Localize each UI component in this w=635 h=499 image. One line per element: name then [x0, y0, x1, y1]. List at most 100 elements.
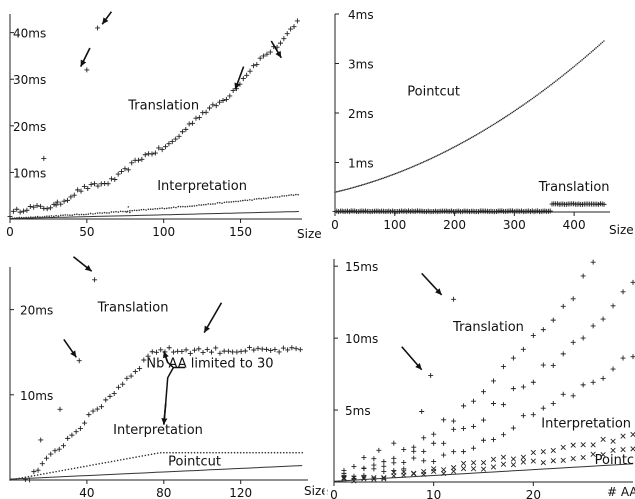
data-point — [165, 207, 168, 210]
data-point — [334, 191, 336, 193]
data-point — [550, 83, 552, 86]
x-tick-label: 120 — [229, 486, 252, 499]
data-point — [421, 458, 427, 464]
data-point — [34, 203, 40, 209]
data-point — [341, 189, 344, 192]
data-point — [95, 183, 101, 189]
data-point — [247, 345, 253, 351]
data-point — [456, 144, 459, 146]
data-point — [589, 52, 591, 55]
data-point — [461, 141, 464, 144]
data-point — [192, 347, 198, 353]
data-point — [508, 113, 510, 116]
data-point — [156, 208, 159, 210]
data-point — [610, 303, 616, 309]
data-point — [380, 177, 383, 180]
data-point — [39, 461, 45, 467]
data-point — [523, 103, 526, 105]
data-point — [550, 458, 556, 464]
data-point — [129, 209, 131, 212]
chart-annotation: Pointcut — [168, 455, 221, 470]
data-point — [141, 357, 147, 363]
data-point — [81, 183, 87, 189]
x-tick-label: 150 — [229, 225, 252, 239]
data-point — [600, 452, 606, 458]
x-axis-label: Size — [304, 484, 329, 498]
data-point — [166, 451, 168, 454]
data-point — [596, 45, 599, 48]
data-point — [458, 143, 461, 146]
data-point — [147, 208, 150, 211]
data-point — [472, 135, 475, 138]
data-point — [55, 214, 57, 217]
data-point — [127, 206, 130, 208]
data-point — [530, 98, 532, 101]
data-point — [124, 375, 130, 381]
y-tick-label: 5ms — [345, 404, 371, 418]
data-point — [495, 121, 498, 124]
data-point — [89, 464, 91, 467]
data-point — [371, 181, 374, 183]
data-point — [427, 159, 430, 161]
data-point — [453, 145, 456, 148]
data-point — [570, 339, 576, 345]
series-pointcut — [9, 211, 299, 219]
data-point — [131, 209, 133, 212]
data-point — [483, 129, 486, 131]
data-point — [381, 475, 387, 481]
data-point — [237, 200, 240, 203]
data-point — [142, 208, 145, 211]
data-point — [27, 204, 33, 210]
data-point — [383, 176, 386, 179]
data-point — [65, 435, 71, 441]
data-point — [381, 459, 387, 465]
chart-annotation: Translation — [97, 300, 169, 315]
data-point — [268, 348, 274, 354]
y-tick-label: 10ms — [20, 389, 53, 403]
data-point — [104, 461, 107, 464]
data-point — [17, 209, 23, 215]
data-point — [221, 451, 224, 454]
data-point — [580, 442, 586, 448]
data-point — [112, 211, 115, 213]
data-point — [172, 206, 175, 209]
data-point — [252, 451, 254, 454]
data-point — [570, 455, 576, 462]
data-point — [246, 199, 249, 202]
data-point — [56, 446, 62, 452]
data-point — [401, 170, 403, 172]
data-point — [228, 201, 230, 203]
data-point — [368, 182, 370, 184]
data-point — [261, 53, 267, 59]
data-point — [415, 164, 417, 167]
data-point — [337, 190, 339, 193]
data-point — [209, 451, 211, 454]
data-point — [149, 208, 152, 211]
y-tick-label: 1ms — [348, 157, 374, 171]
data-point — [460, 465, 467, 472]
data-point — [338, 190, 341, 192]
data-point — [401, 460, 407, 466]
data-point — [255, 451, 257, 454]
data-point — [170, 207, 173, 209]
data-point — [223, 96, 229, 102]
data-point — [467, 138, 470, 140]
data-point — [560, 351, 566, 357]
data-point — [31, 204, 37, 210]
series-translation — [22, 277, 303, 483]
data-point — [450, 147, 453, 150]
data-point — [355, 185, 358, 188]
series-interpretation — [9, 193, 299, 220]
data-point — [101, 212, 104, 214]
data-point — [138, 209, 140, 211]
data-point — [559, 76, 562, 79]
x-tick-label: 200 — [443, 218, 466, 232]
data-point — [630, 446, 635, 452]
series-translation — [332, 201, 607, 215]
data-point — [71, 214, 74, 217]
data-point — [92, 213, 94, 215]
data-point — [404, 169, 406, 171]
x-tick-label: 0 — [330, 488, 338, 499]
data-point — [340, 189, 343, 192]
data-point — [96, 212, 99, 214]
